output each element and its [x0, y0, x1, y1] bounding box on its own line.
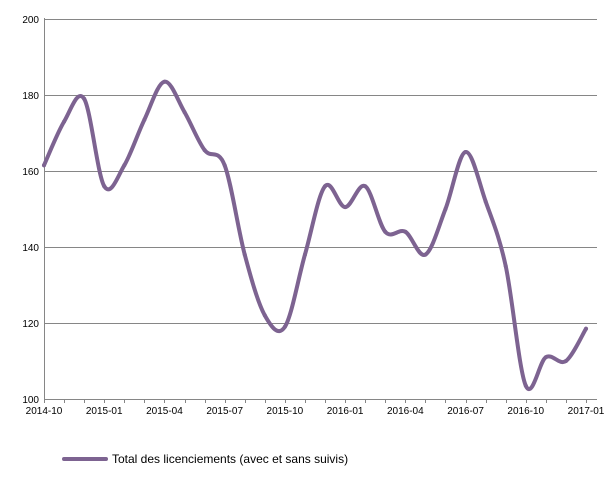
x-tick-label: 2016-07: [447, 406, 484, 417]
line-chart: 100 120 140 160 180 200 2014-10 2015-01 2015-04…: [22, 15, 605, 417]
series-line: [42, 79, 588, 391]
data-point: [182, 110, 187, 115]
x-tick-label: 2016-01: [327, 406, 364, 417]
data-point: [162, 79, 167, 84]
data-point: [262, 313, 267, 318]
data-point: [82, 96, 87, 101]
data-point: [142, 117, 147, 122]
x-axis-ticks: [44, 399, 587, 403]
data-point: [503, 264, 508, 268]
legend: Total des licenciements (avec et sans su…: [62, 451, 348, 467]
data-point: [282, 324, 287, 329]
y-tick-label: 100: [22, 395, 39, 406]
x-tick-label: 2015-10: [267, 406, 304, 417]
data-point: [543, 355, 548, 360]
data-point: [122, 163, 127, 168]
data-point: [222, 163, 227, 168]
data-point: [42, 163, 46, 168]
data-point: [302, 252, 307, 257]
data-point: [363, 184, 368, 189]
y-axis-labels: 100 120 140 160 180 200: [22, 15, 39, 406]
data-point: [523, 383, 528, 388]
x-tick-label: 2015-07: [206, 406, 243, 417]
y-tick-label: 120: [22, 319, 39, 330]
x-tick-label: 2014-10: [26, 406, 63, 417]
data-point: [343, 205, 348, 210]
legend-label: Total des licenciements (avec et sans su…: [112, 452, 349, 466]
data-point: [403, 229, 408, 234]
x-tick-label: 2017-01: [568, 406, 605, 417]
x-tick-label: 2015-01: [86, 406, 123, 417]
x-tick-label: 2016-10: [507, 406, 544, 417]
legend-swatch: [62, 457, 108, 461]
x-tick-label: 2015-04: [146, 406, 183, 417]
data-point: [563, 359, 568, 363]
y-tick-label: 140: [22, 243, 39, 254]
x-axis-labels: 2014-10 2015-01 2015-04 2015-07 2015-10 2016-…: [26, 406, 605, 417]
series-points: [42, 79, 588, 388]
data-point: [202, 148, 207, 153]
y-tick-label: 160: [22, 167, 39, 178]
data-point: [584, 326, 588, 331]
data-point: [62, 119, 67, 124]
data-point: [423, 252, 428, 257]
data-point: [463, 150, 468, 154]
data-point: [443, 207, 448, 211]
y-tick-label: 200: [22, 15, 39, 26]
data-point: [483, 199, 488, 204]
data-point: [323, 184, 328, 189]
data-point: [102, 184, 107, 189]
data-point: [383, 229, 388, 234]
gridlines: [44, 19, 597, 324]
x-tick-label: 2016-04: [387, 406, 424, 417]
y-tick-label: 180: [22, 91, 39, 102]
data-point: [242, 252, 247, 257]
